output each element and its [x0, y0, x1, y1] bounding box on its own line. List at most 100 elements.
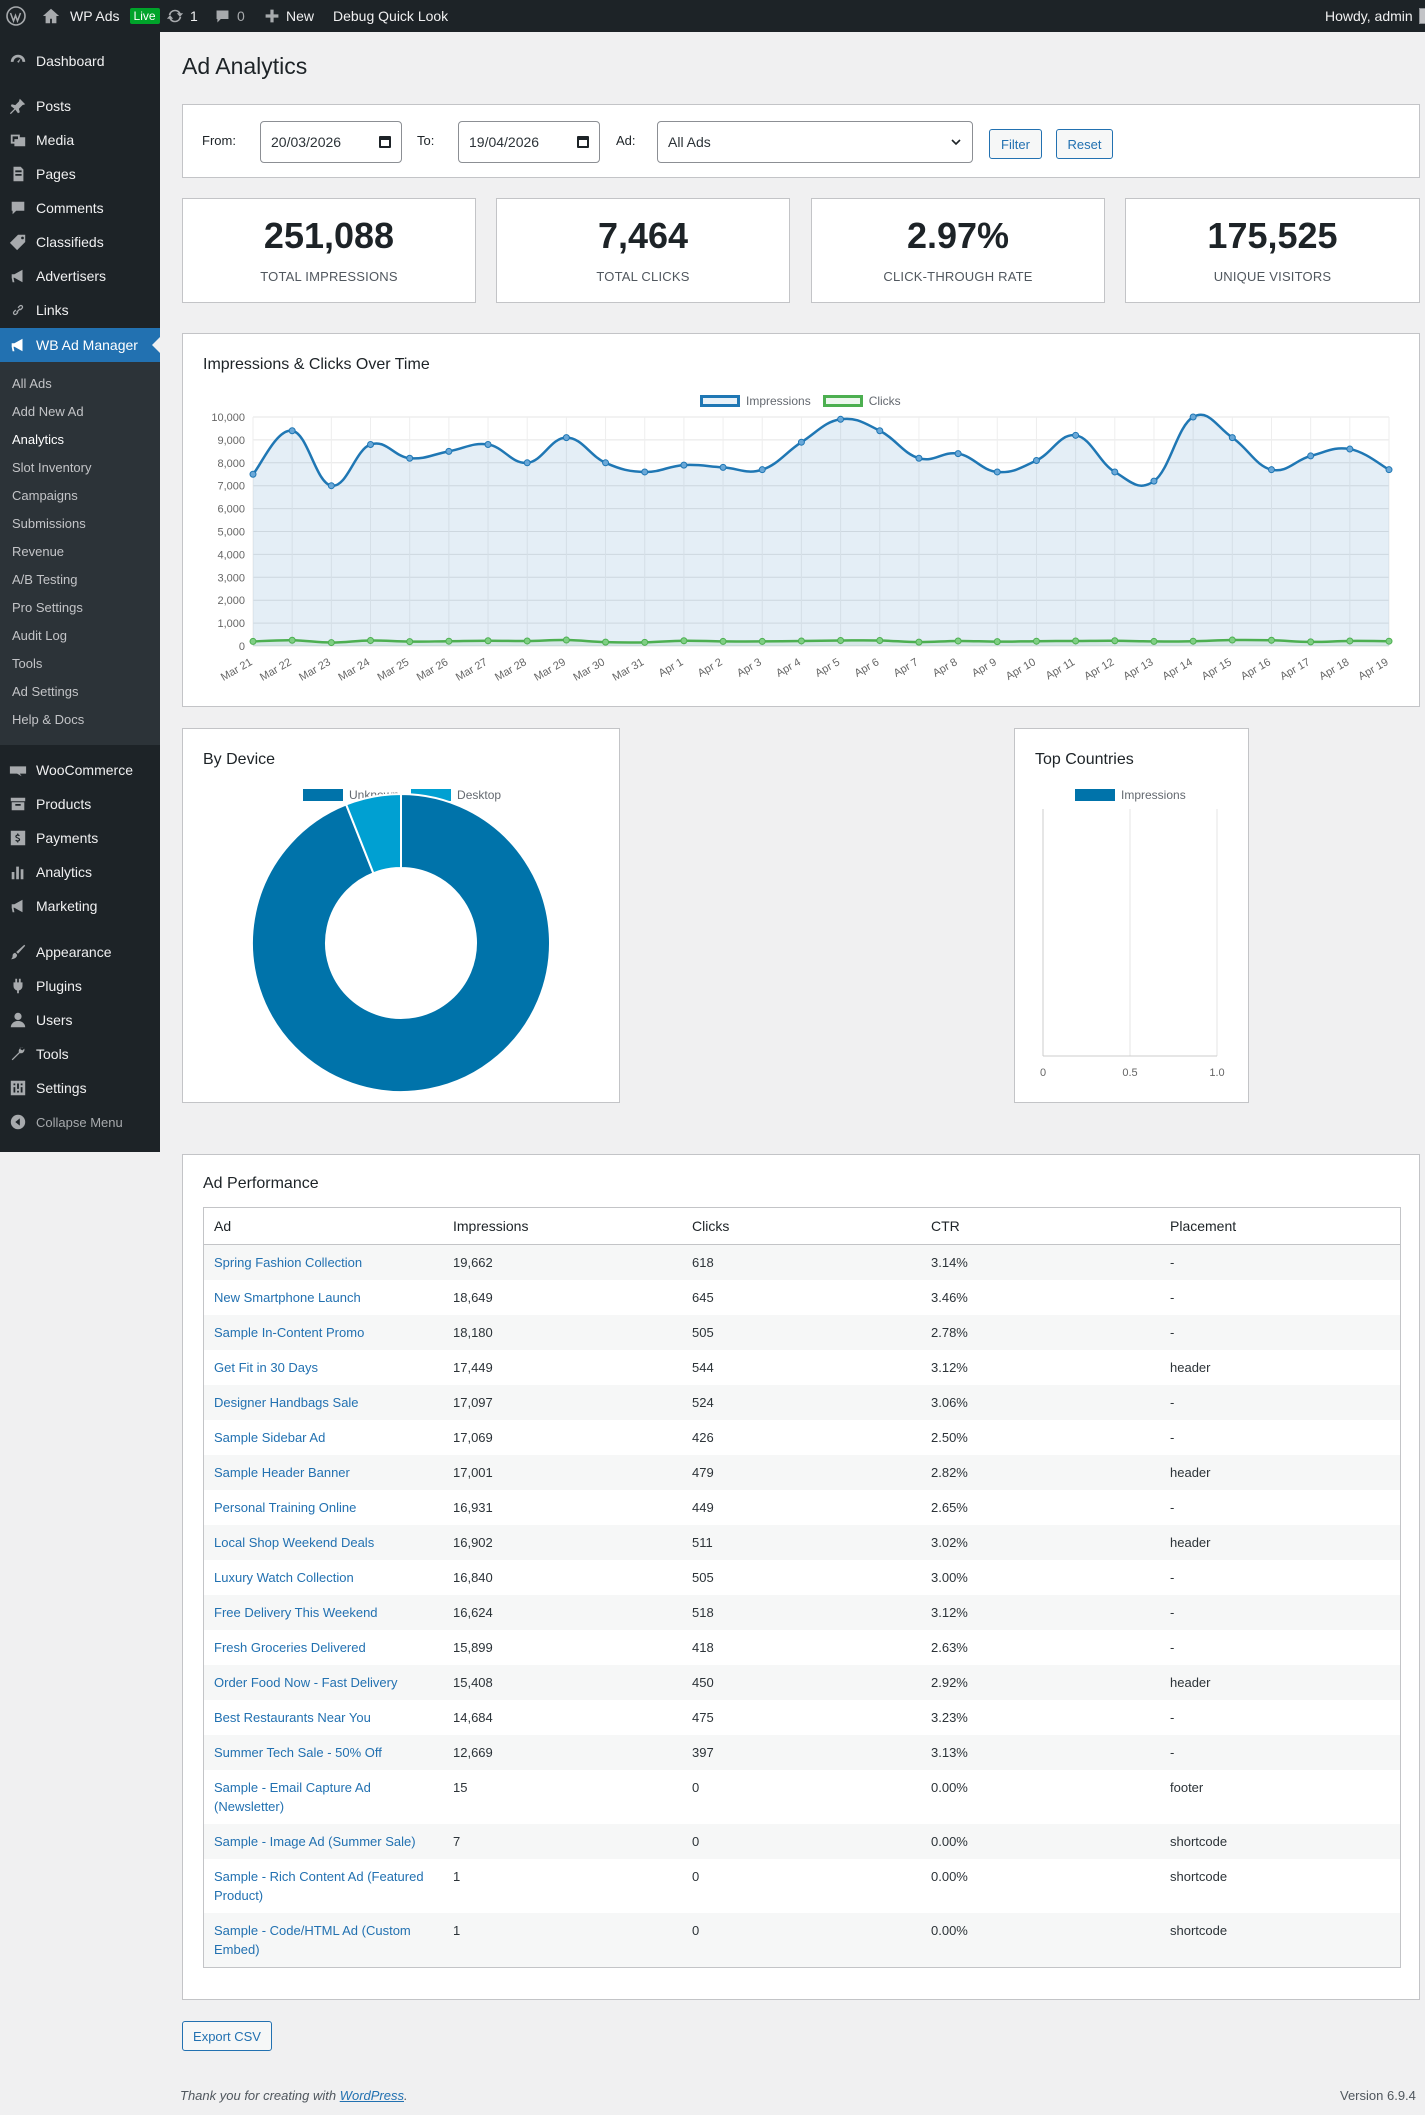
my-account-link[interactable]: Howdy, admin [1325, 0, 1425, 32]
comment-icon [216, 10, 229, 22]
placement-cell: - [1160, 1594, 1400, 1630]
export-csv-button[interactable]: Export CSV [182, 2021, 272, 2051]
submenu-pro-settings[interactable]: Pro Settings [12, 600, 83, 615]
clicks-cell: 518 [682, 1594, 921, 1630]
doughnut-slice-unknown[interactable] [251, 792, 551, 1093]
submenu-submissions[interactable]: Submissions [12, 516, 86, 531]
table-row: Luxury Watch Collection 16,840 505 3.00% - [204, 1560, 1400, 1595]
table-row: Personal Training Online 16,931 449 2.65% - [204, 1490, 1400, 1525]
reset-button[interactable]: Reset [1056, 129, 1113, 159]
device-doughnut-chart [251, 792, 551, 1093]
submenu-ad-settings[interactable]: Ad Settings [12, 684, 79, 699]
top-countries-panel: Top Countries Impressions 0 0.5 1.0 [1014, 728, 1249, 1103]
ad-link[interactable]: Sample - Image Ad (Summer Sale) [214, 1833, 416, 1849]
to-date-input[interactable]: 19/04/2026 [458, 121, 600, 163]
ad-link[interactable]: Spring Fashion Collection [214, 1254, 363, 1270]
x-tick-label: Apr 13 [1121, 656, 1155, 683]
ad-link[interactable]: Sample Header Banner [214, 1464, 350, 1480]
placement-cell: header [1160, 1454, 1400, 1490]
ad-link[interactable]: Summer Tech Sale - 50% Off [214, 1744, 382, 1760]
ctr-cell: 0.00% [921, 1823, 1160, 1859]
sidebar-item-tools[interactable]: Tools [0, 1037, 160, 1071]
submenu-help-docs[interactable]: Help & Docs [12, 712, 85, 727]
from-date-input[interactable]: 20/03/2026 [260, 121, 402, 163]
submenu-analytics[interactable]: Analytics [12, 432, 65, 447]
collapse-menu-button[interactable]: Collapse Menu [0, 1105, 160, 1139]
wordpress-logo-icon[interactable] [6, 0, 26, 32]
sidebar-item-settings[interactable]: Settings [0, 1071, 160, 1105]
filter-button[interactable]: Filter [989, 129, 1042, 159]
ad-name-cell: Designer Handbags Sale [204, 1384, 443, 1420]
wordpress-link[interactable]: WordPress [339, 2088, 404, 2103]
submenu-tools[interactable]: Tools [12, 656, 43, 671]
sidebar-item-payments[interactable]: Payments [0, 821, 160, 855]
submenu-campaigns[interactable]: Campaigns [12, 488, 78, 503]
submenu-all-ads[interactable]: All Ads [12, 376, 52, 391]
data-point [327, 639, 335, 647]
impressions-cell: 17,001 [443, 1454, 682, 1490]
sidebar-item-dashboard[interactable]: Dashboard [0, 44, 160, 78]
data-point [1072, 637, 1080, 645]
doughnut-slice-desktop[interactable] [344, 792, 402, 875]
sidebar-item-wb-ad-manager[interactable]: WB Ad Manager [0, 328, 160, 362]
updates-link[interactable]: 1 [166, 0, 198, 32]
x-tick-label: Apr 6 [852, 656, 881, 680]
sidebar-item-posts[interactable]: Posts [0, 89, 160, 123]
line-chart: 10,000 9,000 8,000 7,000 6,000 5,000 4,000 3,00… [211, 412, 1393, 684]
sidebar-item-users[interactable]: Users [0, 1003, 160, 1037]
ad-link[interactable]: Personal Training Online [214, 1499, 357, 1515]
sidebar-item-links[interactable]: Links [0, 293, 160, 327]
sidebar-item-media[interactable]: Media [0, 123, 160, 157]
ad-link[interactable]: Free Delivery This Weekend [214, 1604, 378, 1620]
ad-link[interactable]: Designer Handbags Sale [214, 1394, 359, 1410]
sidebar-item-marketing[interactable]: Marketing [0, 889, 160, 923]
site-name-link[interactable]: WP Ads Live [42, 0, 160, 32]
table-row: Summer Tech Sale - 50% Off 12,669 397 3.13%… [204, 1734, 1400, 1770]
submenu-add-new-ad[interactable]: Add New Ad [12, 404, 84, 419]
sidebar-item-classifieds[interactable]: Classifieds [0, 225, 160, 259]
ad-link[interactable]: Sample - Rich Content Ad (Featured Produ… [214, 1868, 424, 1903]
sidebar-item-analytics[interactable]: Analytics [0, 855, 160, 889]
sidebar-item-woocommerce[interactable]: WooCommerce [0, 753, 160, 787]
debug-quick-look-link[interactable]: Debug Quick Look [333, 0, 448, 32]
data-point [758, 466, 766, 474]
submenu-ab-testing[interactable]: A/B Testing [12, 572, 78, 587]
x-tick-label: Apr 5 [813, 656, 842, 680]
ad-link[interactable]: Get Fit in 30 Days [214, 1359, 319, 1375]
sidebar-item-plugins[interactable]: Plugins [0, 969, 160, 1003]
clicks-cell: 426 [692, 1429, 714, 1445]
data-point [484, 440, 492, 448]
sidebar-item-comments[interactable]: Comments [0, 191, 160, 225]
ad-select[interactable]: All Ads [657, 121, 973, 163]
calendar-icon [577, 136, 589, 148]
submenu-slot-inventory[interactable]: Slot Inventory [12, 460, 92, 475]
chart-legend[interactable]: Impressions Clicks [700, 394, 901, 408]
ad-link[interactable]: Sample - Email Capture Ad (Newsletter) [214, 1779, 371, 1814]
sidebar-item-pages[interactable]: Pages [0, 157, 160, 191]
ad-link[interactable]: Sample In-Content Promo [214, 1324, 365, 1340]
new-content-link[interactable]: New [264, 0, 314, 32]
live-badge: Live [129, 8, 160, 24]
ad-link[interactable]: Order Food Now - Fast Delivery [214, 1674, 398, 1690]
submenu-revenue[interactable]: Revenue [12, 544, 65, 559]
y-tick-label: 9,000 [217, 435, 245, 447]
ad-link[interactable]: Sample - Code/HTML Ad (Custom Embed) [214, 1922, 411, 1957]
sidebar-item-appearance[interactable]: Appearance [0, 935, 160, 969]
ad-link[interactable]: New Smartphone Launch [214, 1289, 361, 1305]
data-point [327, 482, 335, 490]
ad-link[interactable]: Fresh Groceries Delivered [214, 1639, 366, 1655]
comments-link[interactable]: 0 [214, 0, 245, 32]
ad-link[interactable]: Best Restaurants Near You [214, 1709, 371, 1725]
x-tick-label: Mar 27 [454, 656, 490, 684]
ad-link[interactable]: Sample Sidebar Ad [214, 1429, 326, 1445]
data-point [1267, 466, 1275, 474]
ad-name-cell: Sample Header Banner [204, 1454, 443, 1490]
submenu-audit-log[interactable]: Audit Log [12, 628, 67, 643]
sidebar-item-products[interactable]: Products [0, 787, 160, 821]
ad-link[interactable]: Local Shop Weekend Deals [214, 1534, 375, 1550]
countries-legend[interactable]: Impressions [1075, 788, 1186, 802]
ad-link[interactable]: Luxury Watch Collection [214, 1569, 354, 1585]
table-row: Fresh Groceries Delivered 15,899 418 2.63% - [204, 1630, 1400, 1665]
data-point [249, 470, 257, 478]
sidebar-item-advertisers[interactable]: Advertisers [0, 259, 160, 293]
